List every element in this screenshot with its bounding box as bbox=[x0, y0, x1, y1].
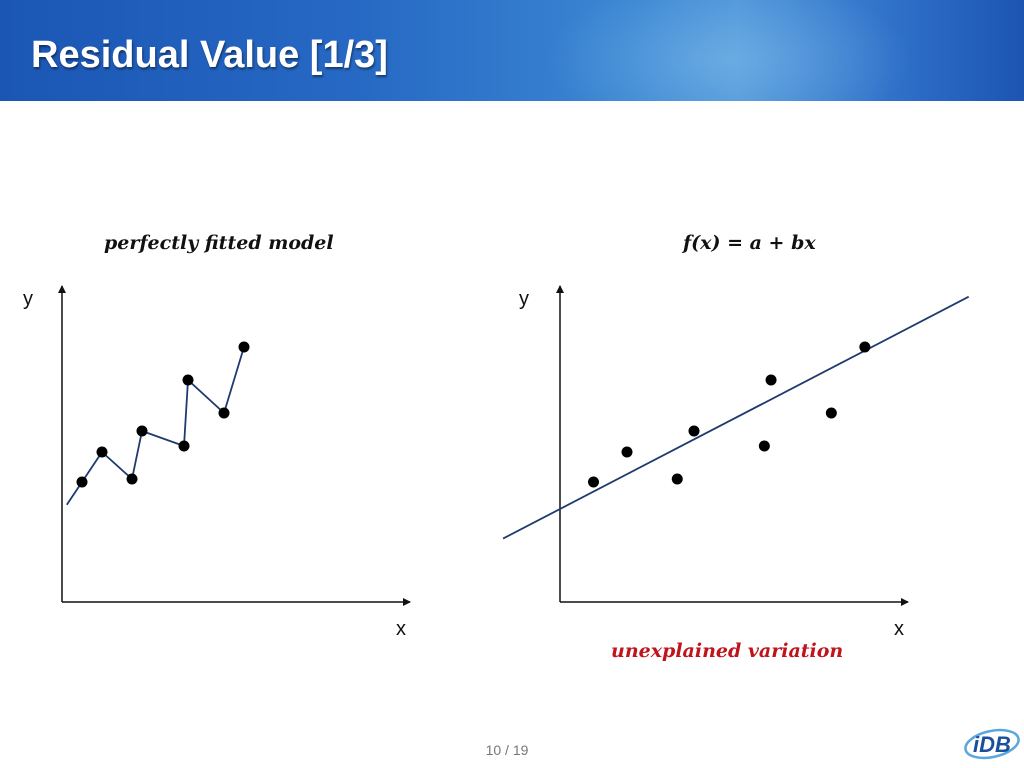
idb-logo: iDB bbox=[964, 728, 1020, 760]
page-separator: / bbox=[505, 742, 509, 758]
logo-text: iDB bbox=[973, 732, 1011, 757]
right-chart-caption: f(x) = a + bx bbox=[683, 232, 816, 254]
left-plot bbox=[58, 285, 411, 606]
right-data-point bbox=[758, 440, 770, 452]
left-data-point bbox=[238, 341, 250, 353]
right-data-point bbox=[588, 476, 599, 488]
left-fitted-path bbox=[66, 346, 245, 506]
page-number: 10 / 19 bbox=[0, 742, 1014, 758]
right-data-point bbox=[688, 425, 700, 437]
right-regression-line bbox=[502, 295, 970, 540]
page-current: 10 bbox=[485, 742, 502, 758]
right-data-point bbox=[765, 374, 777, 386]
right-y-axis-label: y bbox=[519, 288, 529, 310]
page-total: 19 bbox=[512, 742, 529, 758]
right-x-axis-label: x bbox=[894, 618, 904, 640]
right-data-point bbox=[859, 341, 871, 353]
left-data-point bbox=[96, 446, 108, 458]
left-data-point bbox=[126, 473, 138, 485]
right-plot bbox=[502, 285, 970, 606]
slide-header bbox=[0, 0, 1024, 101]
left-chart-caption: perfectly fitted model bbox=[104, 232, 334, 254]
right-data-point bbox=[671, 473, 683, 485]
unexplained-variation-note: unexplained variation bbox=[611, 640, 844, 662]
left-x-axis-label: x bbox=[396, 618, 406, 640]
right-data-point bbox=[621, 446, 633, 458]
slide-title: Residual Value [1/3] bbox=[31, 34, 388, 76]
left-data-point bbox=[178, 440, 190, 452]
header-highlight bbox=[0, 0, 1024, 101]
left-data-point bbox=[218, 407, 230, 419]
right-data-point bbox=[825, 407, 837, 419]
left-data-point bbox=[76, 476, 88, 488]
left-data-point bbox=[136, 425, 148, 437]
left-y-axis-label: y bbox=[23, 288, 33, 310]
left-data-point bbox=[182, 374, 194, 386]
